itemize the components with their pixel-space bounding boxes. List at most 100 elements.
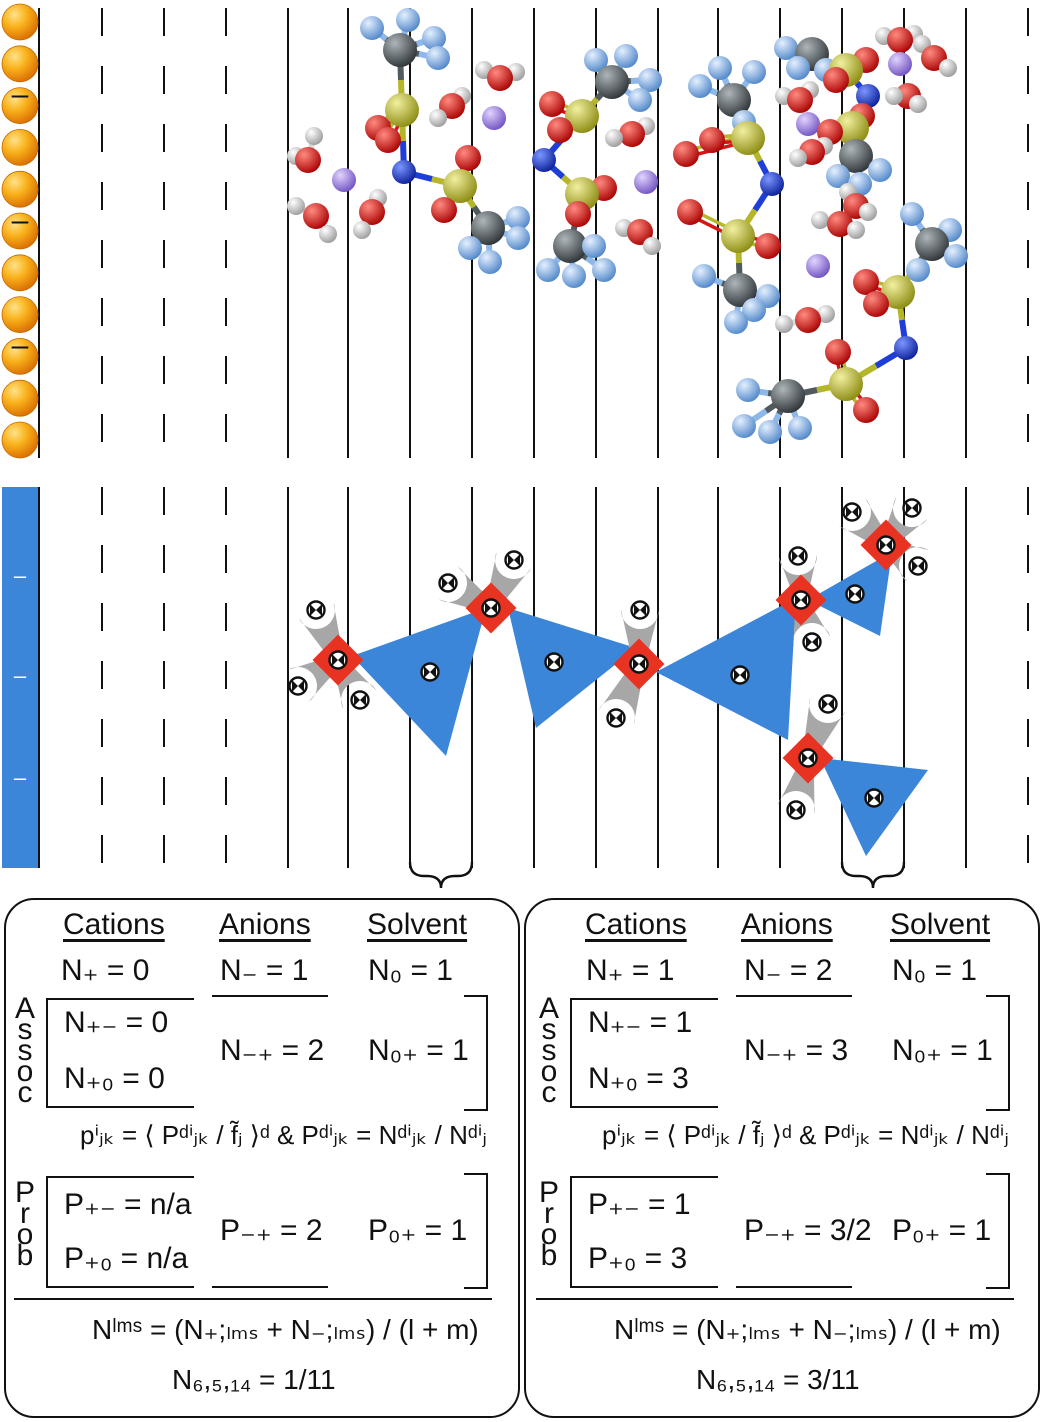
panel-divider [14, 1298, 492, 1300]
hydrogen-atom [859, 203, 877, 221]
fluorine-atom [732, 414, 756, 438]
bead-marker [310, 604, 322, 616]
oxygen-atom [863, 291, 889, 317]
carbon-atom [723, 273, 757, 307]
assoc-cation-anion: N₊₋ = 1 [588, 1006, 693, 1039]
bead-marker [548, 656, 560, 668]
cation-bead [328, 650, 348, 670]
sulfur-atom [835, 111, 869, 145]
fluorine-atom [478, 250, 502, 274]
solvent-bead [438, 573, 458, 593]
hydrogen-atom [287, 197, 305, 215]
assoc-cation-anion: N₊₋ = 0 [64, 1006, 169, 1039]
bead-marker [332, 654, 344, 666]
oxygen-atom [619, 121, 645, 147]
prob-cation-bracket [46, 1176, 194, 1288]
anions-header: Anions [219, 908, 311, 941]
bead-marker [734, 669, 746, 681]
carbon-atom [839, 139, 873, 173]
carbon-atom [771, 379, 805, 413]
prob-anion-underline [736, 1286, 852, 1288]
bin-braces [408, 861, 906, 889]
anions-header: Anions [741, 908, 833, 941]
right-bin-panel: Cations Anions Solvent N₊ = 1 N₋ = 2 N₀ … [524, 898, 1040, 1418]
electrode-atom [1, 170, 39, 208]
fluorine-atom [638, 68, 662, 92]
charge-mark: – [14, 563, 27, 588]
fluorine-atom [788, 416, 812, 440]
solvent-bead [306, 600, 326, 620]
fluorine-atom [426, 46, 450, 70]
oxygen-atom [673, 141, 699, 167]
bead-marker [424, 666, 436, 678]
oxygen-atom [699, 127, 725, 153]
solvent-header: Solvent [890, 908, 991, 941]
fluorine-atom [360, 16, 384, 40]
bead-marker [880, 539, 892, 551]
fluorine-atom [786, 56, 810, 80]
electrode-atom [1, 421, 39, 459]
electrode-atom [1, 254, 39, 292]
prob-cation-bracket [570, 1176, 718, 1288]
left-bin-panel: Cations Anions Solvent N₊ = 0 N₋ = 1 N₀ … [4, 898, 520, 1418]
fluorine-atom [742, 298, 766, 322]
fluorine-atom [506, 206, 530, 230]
nitrogen-atom [760, 172, 784, 196]
lithium-ion [482, 106, 506, 130]
electrode-atom [1, 337, 39, 375]
hydrogen-atom [811, 211, 829, 229]
bead-marker [508, 554, 520, 566]
bead-marker [442, 577, 454, 589]
prob-solvent-bracket [464, 1173, 488, 1289]
fluorine-atom [506, 226, 530, 250]
oxygen-atom [359, 199, 385, 225]
bead-marker [849, 588, 861, 600]
carbon-atom [471, 211, 505, 245]
anion-triangle [656, 598, 796, 740]
fluorine-atom [592, 258, 616, 282]
electrode-atom [1, 87, 39, 124]
oxygen-atom [853, 269, 879, 295]
solvent-count: N₀ = 1 [368, 954, 453, 987]
bead-marker [802, 752, 814, 764]
lms-formula: Nˡᵐˢ = (N₊;ₗₘₛ + N₋;ₗₘₛ) / (l + m) [614, 1314, 1001, 1345]
bead-marker [790, 804, 802, 816]
charge-mark: – [12, 329, 29, 362]
nitrogen-atom [894, 336, 918, 360]
electrode-atom [1, 379, 39, 417]
solvent-bead [504, 550, 524, 570]
oxygen-atom [431, 197, 457, 223]
oxygen-atom [303, 203, 329, 229]
oxygen-atom [853, 397, 879, 423]
bin-result: N₆,₅,₁₄ = 3/11 [696, 1364, 860, 1395]
fluorine-atom [868, 158, 892, 182]
bin-result: N₆,₅,₁₄ = 1/11 [172, 1364, 336, 1395]
cation-count: N₊ = 1 [586, 954, 675, 987]
oxygen-atom [827, 211, 853, 237]
electrode-atom [1, 3, 39, 41]
fluorine-atom [536, 258, 560, 282]
electrode-atom [1, 296, 39, 334]
fluorine-atom [944, 244, 968, 268]
fluorine-atom [458, 236, 482, 260]
probability-formula: pⁱⱼₖ = ⟨ Pᵈⁱⱼₖ / f̃ⱼ ⟩ᵈ & Pᵈⁱⱼₖ = Nᵈⁱⱼₖ … [602, 1120, 1009, 1150]
oxygen-atom [487, 65, 513, 91]
lithium-ion [634, 170, 658, 194]
assoc-solvent-bracket [464, 995, 488, 1111]
bin-brace [408, 861, 474, 889]
sulfur-atom [385, 93, 419, 127]
anion-bead [544, 652, 564, 672]
prob-solvent-bracket [986, 1173, 1010, 1289]
fluorine-atom [688, 74, 712, 98]
fluorine-atom [900, 202, 924, 226]
solvent-header: Solvent [367, 908, 468, 941]
oxygen-atom [823, 67, 849, 93]
solvent-bead [908, 556, 928, 576]
oxygen-atom [439, 93, 465, 119]
bead-marker [610, 712, 622, 724]
bead-marker [634, 604, 646, 616]
bead-marker [906, 502, 918, 514]
sulfur-atom [721, 219, 755, 253]
